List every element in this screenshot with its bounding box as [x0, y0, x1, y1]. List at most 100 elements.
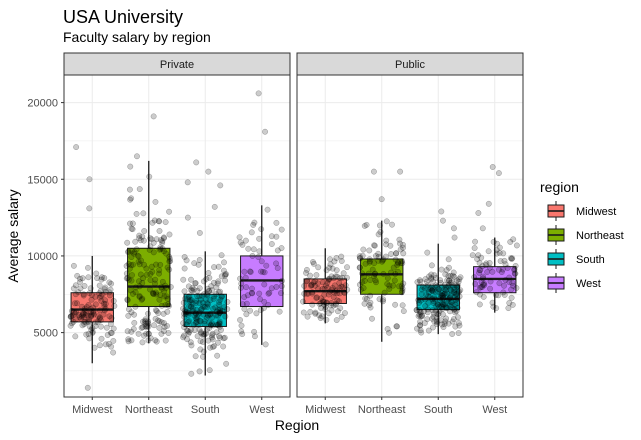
data-point [211, 264, 217, 271]
data-point [102, 305, 109, 312]
data-point [218, 293, 225, 300]
data-point [452, 301, 459, 308]
data-point [126, 265, 133, 272]
data-point [209, 314, 216, 321]
points-west [469, 164, 520, 312]
data-point [441, 321, 448, 327]
data-point [216, 301, 223, 308]
data-point [214, 280, 221, 287]
data-point [273, 233, 280, 240]
data-point [101, 303, 108, 310]
data-point [181, 288, 188, 295]
data-point [425, 299, 432, 306]
data-point [180, 332, 187, 339]
data-point [207, 297, 214, 304]
data-point [444, 297, 450, 304]
data-point [371, 273, 377, 280]
data-point [184, 327, 191, 334]
data-point [207, 322, 214, 329]
data-point [447, 299, 454, 305]
data-point [386, 286, 393, 292]
data-point [359, 279, 365, 286]
data-point [186, 318, 193, 325]
data-point [357, 255, 364, 262]
data-point [478, 278, 485, 285]
data-point [258, 258, 265, 265]
data-point [239, 331, 246, 338]
data-point [323, 316, 330, 323]
data-point [220, 343, 227, 350]
data-point [396, 236, 403, 243]
data-point [445, 256, 452, 263]
data-point [360, 285, 367, 292]
data-point [138, 257, 144, 264]
data-point [210, 295, 217, 302]
data-point [430, 278, 436, 285]
data-point [127, 163, 134, 170]
data-point [135, 278, 142, 285]
data-point [105, 340, 112, 347]
data-point [196, 257, 203, 263]
data-point [95, 313, 102, 320]
data-point [442, 290, 449, 297]
data-point [331, 282, 338, 289]
data-point [511, 270, 518, 277]
panel-border [63, 74, 291, 398]
data-point [428, 262, 435, 269]
data-point [243, 311, 250, 318]
data-point [249, 290, 256, 297]
data-point [247, 269, 254, 275]
data-point [325, 310, 332, 317]
data-point [426, 293, 433, 300]
data-point [81, 321, 88, 328]
data-point [203, 326, 210, 333]
data-point [326, 264, 333, 271]
data-point [384, 325, 391, 332]
data-point [161, 293, 168, 300]
data-point [455, 289, 462, 296]
data-point [367, 292, 374, 299]
data-point [151, 280, 158, 287]
data-point [153, 261, 160, 268]
data-point [217, 288, 224, 295]
data-point [138, 324, 145, 331]
data-point [181, 307, 188, 314]
data-point [192, 319, 199, 326]
data-point [217, 296, 224, 303]
data-point [132, 289, 139, 296]
data-point [425, 286, 432, 293]
data-point [251, 219, 258, 226]
data-point [356, 281, 363, 288]
data-point [148, 236, 155, 243]
data-point [430, 313, 437, 320]
data-point [418, 286, 425, 293]
y-axis-title: Average salary [5, 189, 21, 282]
data-point [201, 291, 208, 297]
data-point [128, 195, 135, 202]
data-point [204, 291, 211, 298]
data-point [477, 291, 483, 298]
data-point [207, 344, 214, 351]
data-point [330, 302, 337, 309]
data-point [392, 270, 399, 277]
data-point [108, 343, 115, 350]
y-tick-label: 20000 [27, 98, 58, 110]
data-point [208, 283, 215, 290]
axes: Midwest Northeast South West Midwest Northeas… [27, 98, 507, 416]
data-point [480, 273, 487, 280]
data-point [430, 324, 436, 331]
data-point [210, 344, 216, 350]
data-point [506, 274, 513, 281]
data-point [454, 314, 461, 321]
data-point [72, 291, 79, 298]
data-point [263, 262, 270, 269]
data-point [486, 264, 493, 271]
data-point [376, 296, 383, 303]
data-point [429, 315, 436, 322]
data-point [238, 280, 245, 287]
data-point [366, 302, 373, 308]
data-point [196, 326, 203, 333]
box-midwest [303, 248, 347, 324]
data-point [500, 250, 507, 257]
data-point [449, 305, 456, 312]
